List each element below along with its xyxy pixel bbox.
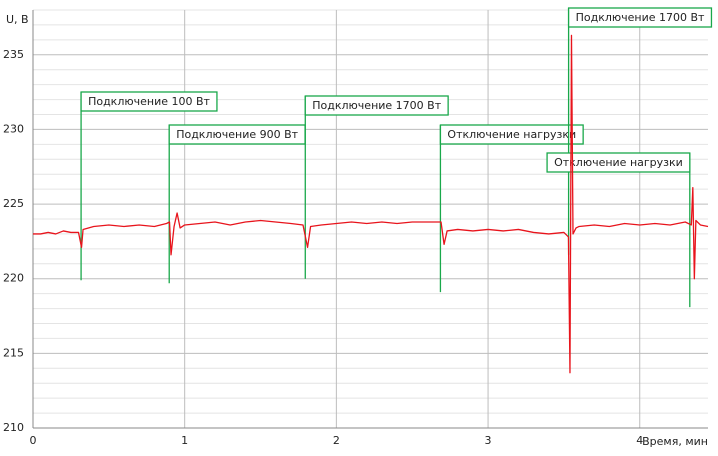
annotation: Отключение нагрузки xyxy=(439,124,584,293)
x-tick-label: 2 xyxy=(333,434,340,447)
annotation-box xyxy=(546,152,691,173)
annotation: Подключение 100 Вт xyxy=(80,91,218,281)
y-tick-label: 220 xyxy=(3,272,24,285)
annotation-box xyxy=(567,7,713,28)
y-tick-label: 235 xyxy=(3,48,24,61)
annotation-box xyxy=(80,91,218,112)
x-axis-label: Время, мин xyxy=(642,435,708,448)
x-tick-label: 0 xyxy=(30,434,37,447)
y-tick-label: 230 xyxy=(3,122,24,135)
x-tick-label: 1 xyxy=(181,434,188,447)
annotation: Подключение 1700 Вт xyxy=(304,95,449,279)
x-tick-label: 3 xyxy=(485,434,492,447)
x-tick-label: 4 xyxy=(636,434,643,447)
annotation-text: Подключение 1700 Вт xyxy=(576,11,705,24)
annotation-box xyxy=(439,124,584,145)
annotation-text: Отключение нагрузки xyxy=(554,156,683,169)
annotation: Подключение 1700 Вт xyxy=(567,7,713,255)
annotation-box xyxy=(304,95,449,116)
annotation: Отключение нагрузки xyxy=(546,152,691,308)
y-tick-label: 225 xyxy=(3,197,24,210)
y-axis-label: U, В xyxy=(6,13,29,26)
annotation-text: Подключение 100 Вт xyxy=(88,95,210,108)
data-line xyxy=(33,34,709,374)
annotation-text: Отключение нагрузки xyxy=(447,128,576,141)
annotation-text: Подключение 900 Вт xyxy=(176,128,298,141)
y-tick-label: 210 xyxy=(3,421,24,434)
y-tick-label: 215 xyxy=(3,346,24,359)
annotation-text: Подключение 1700 Вт xyxy=(312,99,441,112)
